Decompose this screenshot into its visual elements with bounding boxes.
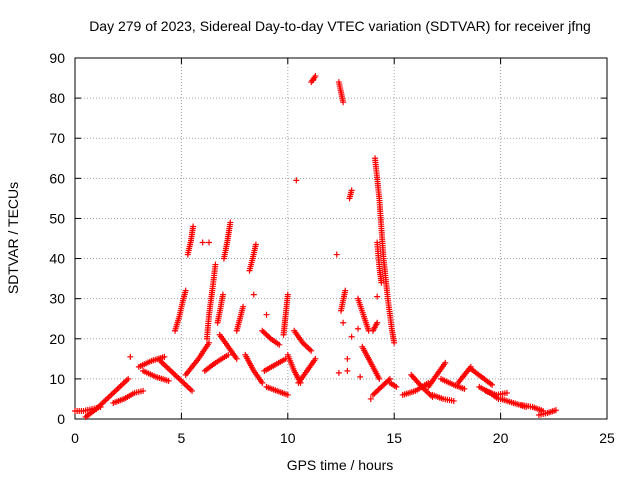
data-point <box>240 303 247 310</box>
data-point <box>189 387 196 394</box>
data-point <box>503 389 510 396</box>
data-point <box>127 353 134 360</box>
data-point <box>206 339 213 346</box>
data-point <box>212 261 219 268</box>
data-point <box>206 239 213 246</box>
data-point <box>333 251 340 258</box>
data-point <box>442 359 449 366</box>
x-tick-label: 25 <box>599 430 615 446</box>
data-point <box>312 355 319 362</box>
data-point <box>225 351 232 358</box>
y-axis-label: SDTVAR / TECUs <box>5 182 21 294</box>
data-point <box>293 177 300 184</box>
data-marks <box>72 73 559 420</box>
data-point <box>393 383 400 390</box>
data-point <box>461 385 468 392</box>
x-tick-label: 20 <box>493 430 509 446</box>
data-point <box>165 377 172 384</box>
x-axis-label: GPS time / hours <box>287 457 394 473</box>
data-point <box>340 99 347 106</box>
data-point <box>378 279 385 286</box>
data-point <box>276 341 283 348</box>
data-point <box>252 241 259 248</box>
y-tick-label: 70 <box>49 130 65 146</box>
x-axis-ticks: 0 5 10 15 20 25 <box>71 58 615 446</box>
y-tick-label: 20 <box>49 331 65 347</box>
data-point <box>348 333 355 340</box>
y-tick-label: 30 <box>49 291 65 307</box>
data-point <box>140 387 147 394</box>
data-point <box>344 367 351 374</box>
data-point <box>263 311 270 318</box>
data-point <box>284 291 291 298</box>
data-point <box>335 369 342 376</box>
x-tick-label: 5 <box>178 430 186 446</box>
x-tick-label: 0 <box>71 430 79 446</box>
x-tick-label: 15 <box>386 430 402 446</box>
data-point <box>310 77 317 84</box>
data-point <box>227 219 234 226</box>
data-point <box>125 375 132 382</box>
data-point <box>199 239 206 246</box>
grid-lines <box>75 58 607 419</box>
data-point <box>489 381 496 388</box>
y-tick-label: 40 <box>49 251 65 267</box>
y-tick-label: 80 <box>49 90 65 106</box>
data-point <box>552 407 559 414</box>
data-point <box>355 325 362 332</box>
data-point <box>219 291 226 298</box>
y-axis-ticks: 0 10 20 30 40 50 60 70 80 90 <box>49 50 607 427</box>
data-point <box>342 287 349 294</box>
data-point <box>344 355 351 362</box>
plot-area-border <box>74 57 608 420</box>
data-point <box>391 339 398 346</box>
y-tick-label: 50 <box>49 210 65 226</box>
data-point <box>233 355 240 362</box>
y-tick-label: 60 <box>49 170 65 186</box>
y-tick-label: 0 <box>57 411 65 427</box>
data-point <box>308 347 315 354</box>
x-tick-label: 10 <box>280 430 296 446</box>
y-tick-label: 90 <box>49 50 65 66</box>
data-point <box>312 73 319 80</box>
data-point <box>250 291 257 298</box>
data-point <box>374 319 381 326</box>
data-point <box>348 187 355 194</box>
data-point <box>161 353 168 360</box>
data-point <box>374 293 381 300</box>
data-point <box>376 375 383 382</box>
data-point <box>367 395 374 402</box>
y-tick-label: 10 <box>49 371 65 387</box>
data-point <box>259 379 266 386</box>
data-point <box>450 397 457 404</box>
data-point <box>182 287 189 294</box>
data-point <box>340 319 347 326</box>
data-point <box>357 373 364 380</box>
chart-title: Day 279 of 2023, Sidereal Day-to-day VTE… <box>89 18 591 34</box>
data-point <box>190 223 197 230</box>
data-point <box>284 391 291 398</box>
